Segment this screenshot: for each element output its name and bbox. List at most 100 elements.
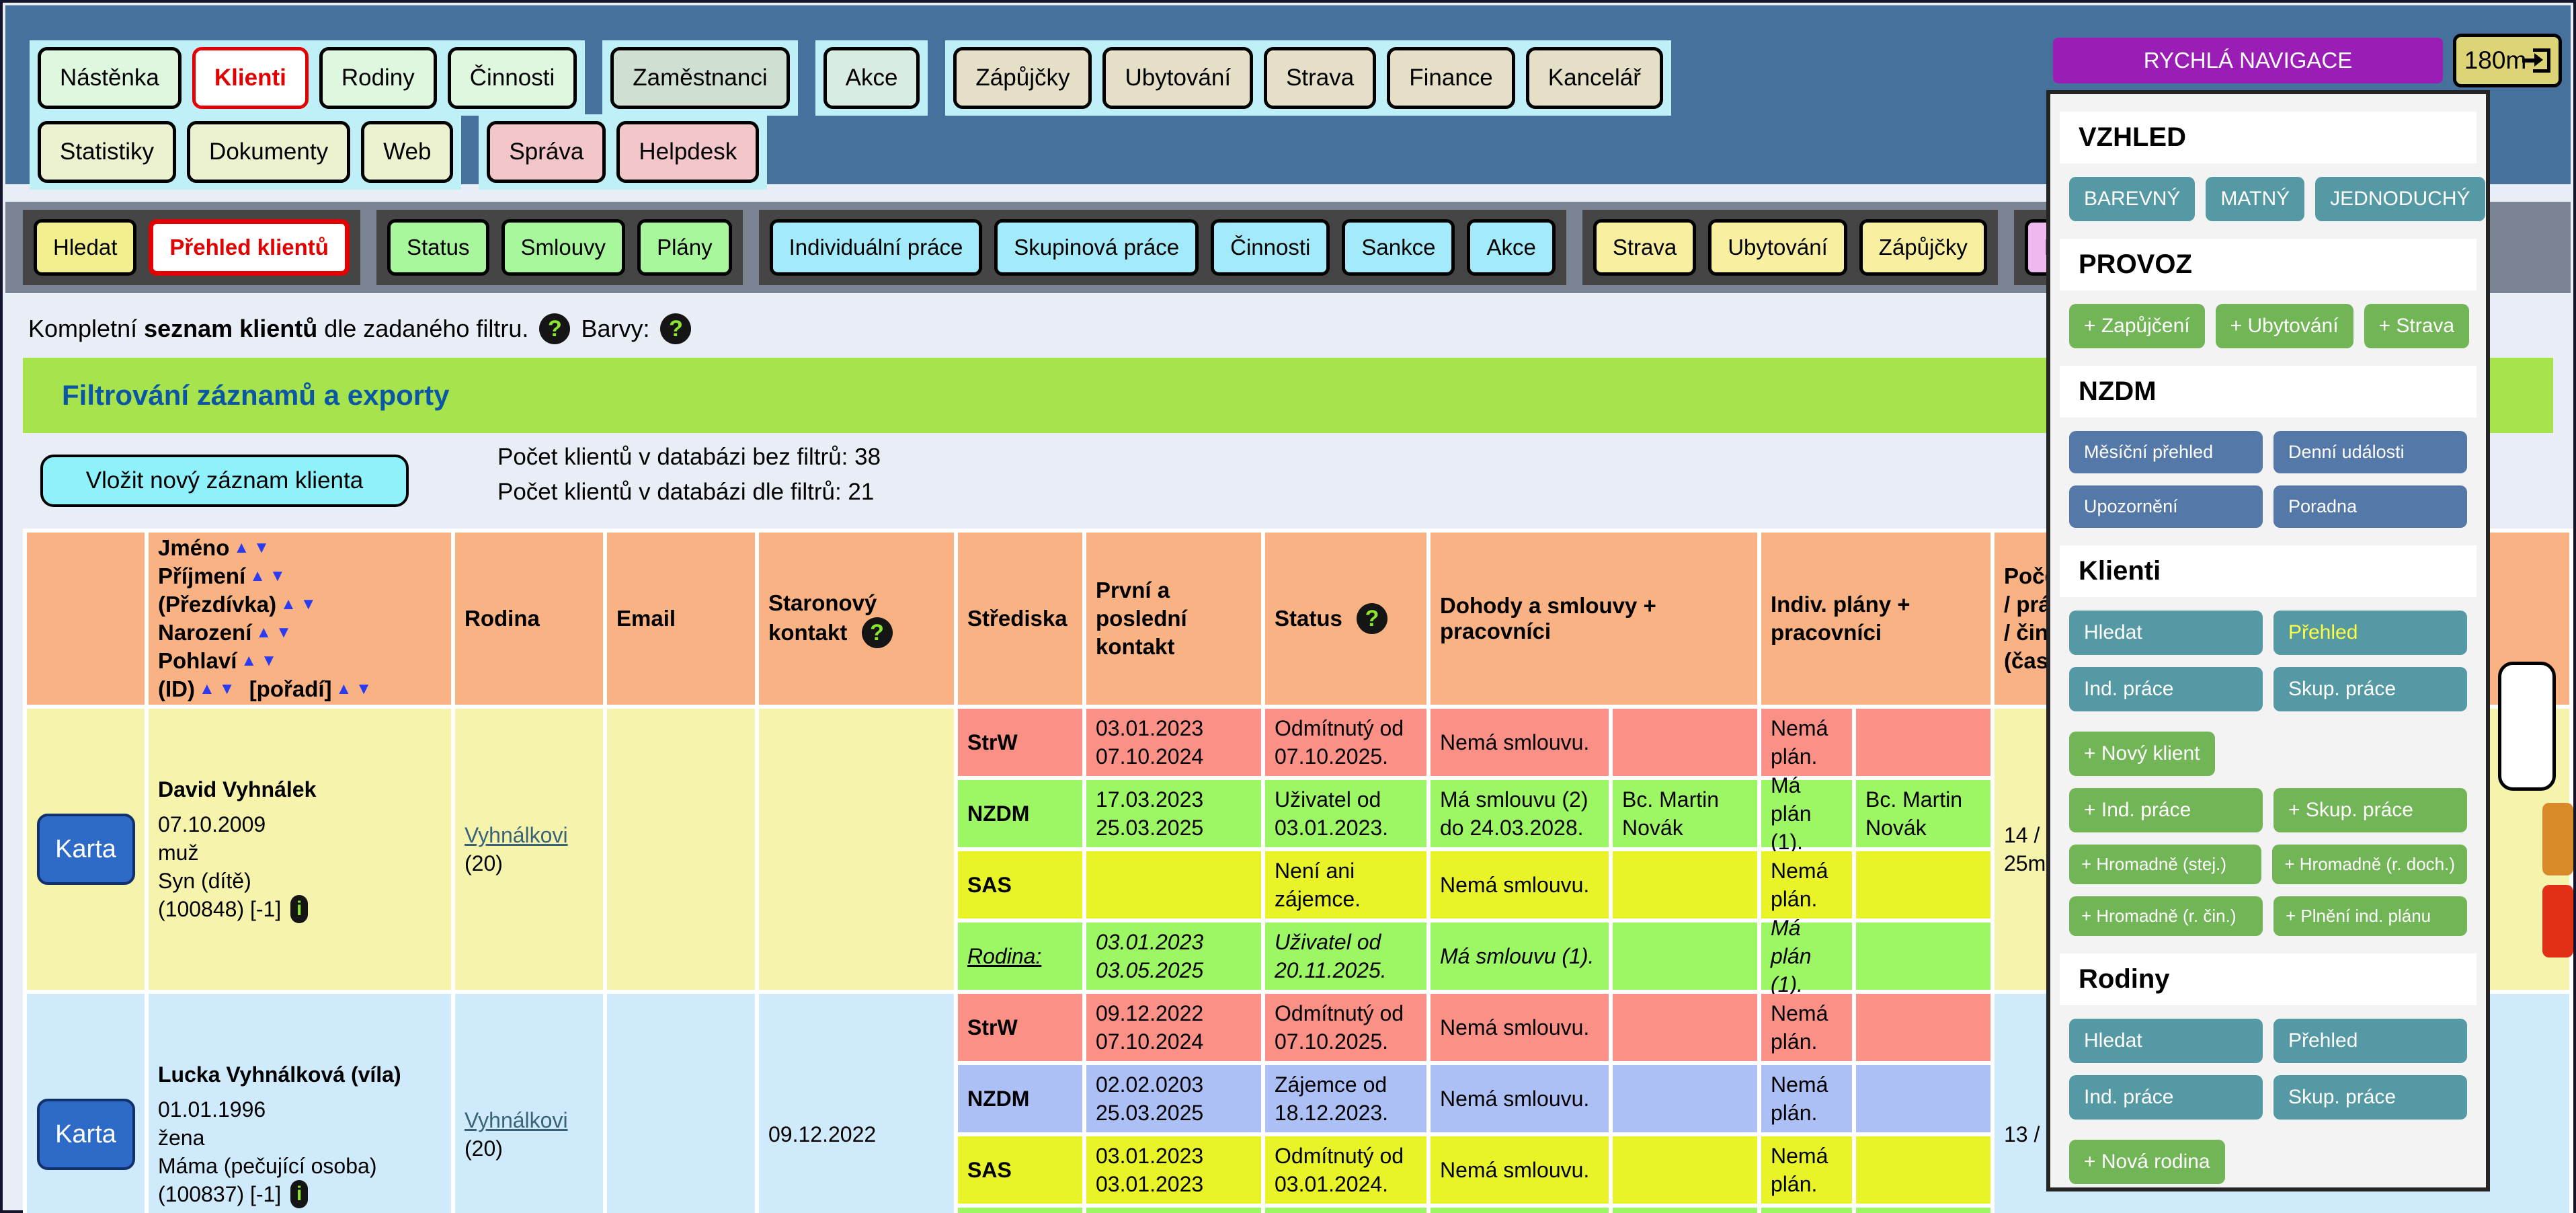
sort-desc-icon[interactable]: ▼	[276, 623, 292, 641]
sort-prezdivka[interactable]: (Přezdívka)	[158, 592, 277, 617]
subnav-ubytovani[interactable]: Ubytování	[1708, 219, 1847, 276]
nav-tab-web[interactable]: Web	[361, 121, 454, 183]
subnav-group-status: Status Smlouvy Plány	[376, 210, 743, 285]
quick-nav-title[interactable]: RYCHLÁ NAVIGACE	[2053, 38, 2443, 83]
top-banner: Nástěnka Klienti Rodiny Činnosti Zaměstn…	[5, 5, 2571, 190]
subnav-hledat[interactable]: Hledat	[34, 219, 137, 276]
partially-hidden-button[interactable]	[2498, 662, 2556, 791]
subnav-akce[interactable]: Akce	[1467, 219, 1556, 276]
sort-prijmeni[interactable]: Příjmení	[158, 563, 246, 588]
nzdm-poradna-button[interactable]: Poradna	[2273, 485, 2467, 528]
nav-tab-sprava[interactable]: Správa	[487, 121, 606, 183]
sort-asc-icon[interactable]: ▲	[255, 623, 272, 641]
subnav-individualni-prace[interactable]: Individuální práce	[769, 219, 983, 276]
rodiny-ind-prace-button[interactable]: Ind. práce	[2069, 1075, 2263, 1120]
subnav-smlouvy[interactable]: Smlouvy	[501, 219, 626, 276]
info-icon[interactable]: i	[290, 895, 309, 923]
sort-pohlavi[interactable]: Pohlaví	[158, 648, 237, 673]
sort-desc-icon[interactable]: ▼	[253, 539, 270, 557]
sort-id[interactable]: (ID)	[158, 676, 195, 701]
subnav-status[interactable]: Status	[387, 219, 489, 276]
colors-help-icon[interactable]: ?	[660, 313, 692, 344]
nav-tab-strava[interactable]: Strava	[1264, 47, 1377, 109]
sort-asc-icon[interactable]: ▲	[335, 680, 352, 698]
sort-narozeni[interactable]: Narození	[158, 620, 252, 645]
nzdm-mesicni-prehled-button[interactable]: Měsíční přehled	[2069, 431, 2263, 473]
sort-asc-icon[interactable]: ▲	[241, 652, 257, 670]
nzdm-denni-udalosti-button[interactable]: Denní události	[2273, 431, 2467, 473]
sort-desc-icon[interactable]: ▼	[269, 567, 286, 585]
center-label[interactable]: Rodina:	[958, 1208, 1082, 1213]
karta-cell: Karta	[27, 709, 145, 990]
info-icon[interactable]: i	[290, 1180, 309, 1208]
klienti-hledat-button[interactable]: Hledat	[2069, 611, 2263, 655]
nav-tab-finance[interactable]: Finance	[1387, 47, 1515, 109]
add-hromadne-stej-button[interactable]: + Hromadně (stej.)	[2069, 845, 2262, 884]
sort-desc-icon[interactable]: ▼	[300, 595, 317, 613]
theme-matny-button[interactable]: MATNÝ	[2206, 177, 2305, 221]
klienti-prehled-button[interactable]: Přehled	[2273, 611, 2467, 655]
sort-desc-icon[interactable]: ▼	[356, 680, 372, 698]
nav-tab-helpdesk[interactable]: Helpdesk	[616, 121, 760, 183]
add-novy-klient-button[interactable]: + Nový klient	[2069, 732, 2215, 776]
rodiny-prehled-button[interactable]: Přehled	[2273, 1019, 2467, 1063]
nav-tab-zamestnanci[interactable]: Zaměstnanci	[610, 47, 790, 109]
add-ubytovani-button[interactable]: + Ubytování	[2215, 304, 2353, 348]
family-link[interactable]: Vyhnálkovi	[465, 1108, 568, 1132]
nav-tab-statistiky[interactable]: Statistiky	[38, 121, 177, 183]
subnav-skupinova-prace[interactable]: Skupinová práce	[994, 219, 1199, 276]
partially-hidden-button[interactable]	[2542, 885, 2573, 957]
family-link[interactable]: Vyhnálkovi	[465, 823, 568, 847]
nav-tab-rodiny[interactable]: Rodiny	[319, 47, 437, 109]
session-logout-button[interactable]: 180m	[2453, 34, 2562, 87]
nav-tab-cinnosti[interactable]: Činnosti	[447, 47, 577, 109]
theme-jednoduchy-button[interactable]: JEDNODUCHÝ	[2315, 177, 2485, 221]
status-help-icon[interactable]: ?	[1357, 603, 1388, 634]
help-icon[interactable]: ?	[539, 313, 571, 344]
add-klient-ind-prace-button[interactable]: + Ind. práce	[2069, 788, 2263, 832]
add-hromadne-r-doch-button[interactable]: + Hromadně (r. doch.)	[2272, 845, 2467, 884]
sort-desc-icon[interactable]: ▼	[261, 652, 277, 670]
subnav-strava[interactable]: Strava	[1593, 219, 1697, 276]
subnav-group-search: Hledat Přehled klientů	[23, 210, 360, 285]
add-strava-button[interactable]: + Strava	[2364, 304, 2470, 348]
subnav-plany[interactable]: Plány	[637, 219, 732, 276]
subnav-sankce[interactable]: Sankce	[1342, 219, 1455, 276]
nav-tab-klienti[interactable]: Klienti	[192, 47, 309, 109]
nav-tab-nastenka[interactable]: Nástěnka	[38, 47, 182, 109]
center-label[interactable]: Rodina:	[958, 923, 1082, 990]
nav-tab-zapujcky[interactable]: Zápůjčky	[953, 47, 1092, 109]
add-plneni-ind-planu-button[interactable]: + Plnění ind. plánu	[2273, 896, 2467, 936]
add-nova-rodina-button[interactable]: + Nová rodina	[2069, 1140, 2225, 1184]
nzdm-upozorneni-button[interactable]: Upozornění	[2069, 485, 2263, 528]
sort-asc-icon[interactable]: ▲	[249, 567, 266, 585]
sort-asc-icon[interactable]: ▲	[280, 595, 296, 613]
rodiny-hledat-button[interactable]: Hledat	[2069, 1019, 2263, 1063]
contract-worker-cell	[1613, 1208, 1757, 1213]
insert-new-client-button[interactable]: Vložit nový záznam klienta	[40, 455, 409, 507]
nav-tab-dokumenty[interactable]: Dokumenty	[187, 121, 351, 183]
subnav-cinnosti[interactable]: Činnosti	[1211, 219, 1330, 276]
add-hromadne-r-cin-button[interactable]: + Hromadně (r. čin.)	[2069, 896, 2263, 936]
sort-desc-icon[interactable]: ▼	[218, 680, 235, 698]
nav-tab-kancelar[interactable]: Kancelář	[1525, 47, 1663, 109]
subnav-zapujcky[interactable]: Zápůjčky	[1859, 219, 1987, 276]
nav-tab-ubytovani[interactable]: Ubytování	[1102, 47, 1254, 109]
sort-asc-icon[interactable]: ▲	[233, 539, 250, 557]
karta-button[interactable]: Karta	[36, 814, 135, 885]
sort-asc-icon[interactable]: ▲	[198, 680, 215, 698]
sort-poradi[interactable]: [pořadí]	[249, 676, 332, 701]
klienti-skup-prace-button[interactable]: Skup. práce	[2273, 667, 2467, 711]
add-klient-skup-prace-button[interactable]: + Skup. práce	[2273, 788, 2467, 832]
subnav-prehled-klientu[interactable]: Přehled klientů	[149, 219, 350, 276]
staronovy-help-icon[interactable]: ?	[861, 617, 893, 648]
add-zapujceni-button[interactable]: + Zapůjčení	[2069, 304, 2205, 348]
nav-tab-akce[interactable]: Akce	[823, 47, 920, 109]
rodiny-skup-prace-button[interactable]: Skup. práce	[2273, 1075, 2467, 1120]
karta-cell: Karta	[27, 994, 145, 1213]
partially-hidden-button[interactable]	[2542, 803, 2573, 875]
sort-jmeno[interactable]: Jméno	[158, 535, 230, 560]
karta-button[interactable]: Karta	[36, 1099, 135, 1170]
klienti-ind-prace-button[interactable]: Ind. práce	[2069, 667, 2263, 711]
theme-barevny-button[interactable]: BAREVNÝ	[2069, 177, 2196, 221]
